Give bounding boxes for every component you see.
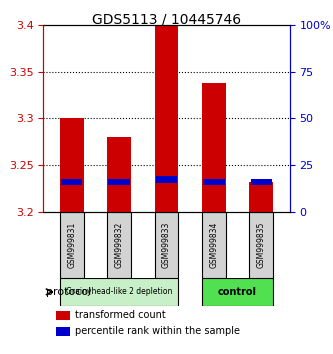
Text: GSM999832: GSM999832	[115, 222, 124, 268]
Bar	[56, 311, 70, 320]
Bar	[60, 119, 84, 212]
Bar	[251, 179, 272, 185]
FancyBboxPatch shape	[155, 212, 178, 278]
Text: Grainyhead-like 2 depletion: Grainyhead-like 2 depletion	[66, 287, 172, 296]
Text: GSM999834: GSM999834	[209, 222, 218, 268]
Text: control: control	[218, 287, 257, 297]
Text: GSM999831: GSM999831	[67, 222, 76, 268]
Bar	[56, 326, 70, 336]
Bar	[109, 179, 130, 185]
Text: percentile rank within the sample: percentile rank within the sample	[75, 326, 240, 336]
Bar	[202, 83, 226, 212]
Bar	[249, 182, 273, 212]
Text: GSM999835: GSM999835	[257, 222, 266, 268]
FancyBboxPatch shape	[202, 278, 273, 306]
Bar	[107, 137, 131, 212]
Bar	[156, 176, 177, 183]
Bar	[155, 25, 178, 212]
Text: protocol: protocol	[46, 287, 91, 297]
FancyBboxPatch shape	[60, 278, 178, 306]
Bar	[203, 179, 224, 185]
Text: GSM999833: GSM999833	[162, 222, 171, 268]
Text: GDS5113 / 10445746: GDS5113 / 10445746	[92, 12, 241, 27]
FancyBboxPatch shape	[107, 212, 131, 278]
FancyBboxPatch shape	[202, 212, 226, 278]
FancyBboxPatch shape	[60, 212, 84, 278]
Text: transformed count: transformed count	[75, 310, 166, 320]
Bar	[61, 179, 82, 185]
FancyBboxPatch shape	[249, 212, 273, 278]
